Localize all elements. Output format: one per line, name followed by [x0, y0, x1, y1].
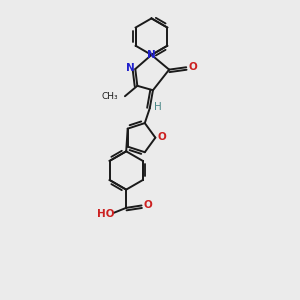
Text: N: N — [147, 50, 156, 61]
Text: HO: HO — [98, 209, 115, 219]
Text: O: O — [144, 200, 152, 210]
Text: H: H — [154, 102, 162, 112]
Text: N: N — [126, 63, 135, 74]
Text: O: O — [158, 132, 167, 142]
Text: O: O — [188, 62, 197, 72]
Text: CH₃: CH₃ — [101, 92, 118, 101]
